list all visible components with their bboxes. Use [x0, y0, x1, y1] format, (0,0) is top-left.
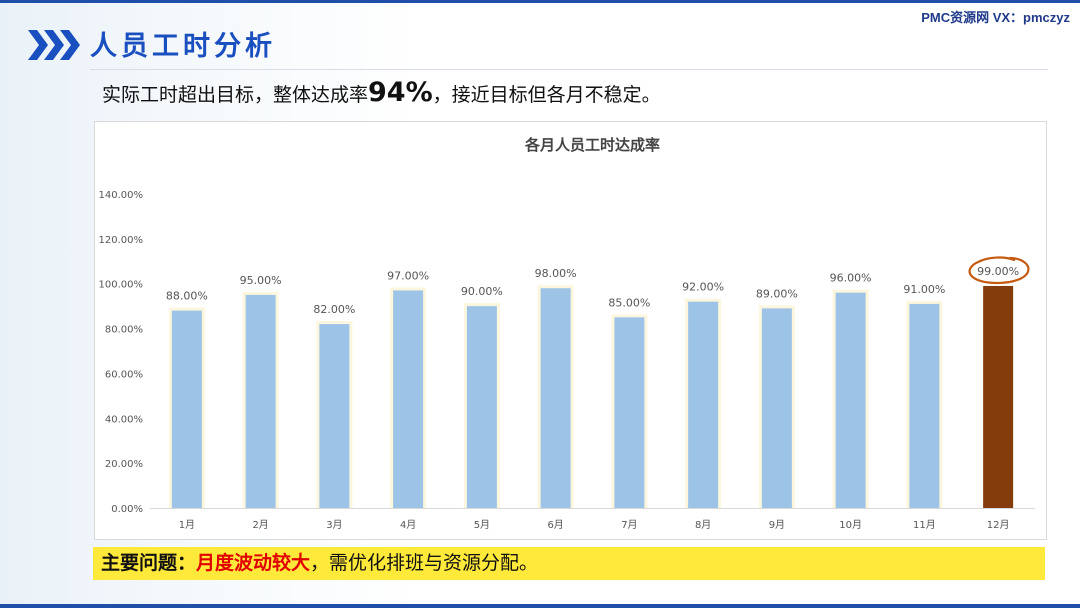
data-label: 97.00% — [387, 269, 429, 282]
x-tick-label: 6月 — [547, 519, 563, 531]
y-tick-label: 60.00% — [105, 369, 143, 380]
bar — [614, 317, 645, 508]
data-label: 99.00% — [977, 265, 1019, 278]
data-label: 92.00% — [682, 281, 724, 294]
page-title: 人员工时分析 — [90, 31, 276, 62]
highlight-circle-annotation — [968, 256, 1030, 285]
data-label: 85.00% — [608, 296, 650, 309]
bar — [466, 306, 497, 508]
data-label: 89.00% — [756, 287, 798, 300]
bar — [688, 301, 719, 508]
data-label: 90.00% — [461, 285, 503, 298]
x-tick-label: 1月 — [179, 519, 195, 531]
x-tick-label: 12月 — [987, 519, 1010, 531]
x-tick-label: 8月 — [695, 519, 711, 531]
bar — [319, 324, 350, 508]
x-tick-label: 5月 — [474, 519, 490, 531]
top-accent-bar — [0, 0, 1080, 3]
y-tick-label: 120.00% — [99, 235, 144, 246]
brand-text: PMC资源网 VX：pmczyz — [921, 10, 1070, 25]
x-tick-label: 11月 — [913, 519, 936, 531]
bar — [245, 294, 276, 508]
data-label: 91.00% — [903, 283, 945, 296]
bar — [761, 308, 792, 508]
chart-panel: 各月人员工时达成率 0.00% 20.00% 40.00% 60.00% 80.00% 10… — [94, 121, 1047, 540]
y-tick-label: 0.00% — [111, 504, 143, 515]
bar — [393, 290, 424, 508]
data-label: 82.00% — [313, 303, 355, 316]
x-tick-label: 4月 — [400, 519, 416, 531]
y-tick-label: 100.00% — [99, 280, 144, 291]
x-tick-label: 10月 — [839, 519, 862, 531]
data-label: 88.00% — [166, 290, 208, 303]
problem-highlight: 月度波动较大 — [196, 552, 311, 574]
x-tick-label: 2月 — [252, 519, 268, 531]
data-label: 96.00% — [830, 272, 872, 285]
y-tick-label: 40.00% — [105, 414, 143, 425]
summary-tail: ，接近目标但各月不稳定。 — [432, 84, 661, 106]
x-tick-label: 9月 — [769, 519, 785, 531]
bar-chart: 各月人员工时达成率 0.00% 20.00% 40.00% 60.00% 80.00% 10… — [99, 136, 1035, 531]
problem-lead: 主要问题： — [101, 552, 197, 574]
x-tick-label: 3月 — [326, 519, 342, 531]
y-tick-label: 140.00% — [99, 190, 144, 201]
y-tick-label: 80.00% — [105, 325, 143, 336]
problem-rest: ，需优化排班与资源分配。 — [310, 552, 539, 574]
x-tick-label: 7月 — [621, 519, 637, 531]
bar — [171, 310, 202, 508]
bottom-accent-bar — [0, 604, 1080, 608]
chart-title: 各月人员工时达成率 — [524, 136, 660, 154]
summary-line: 实际工时超出目标，整体达成率94%，接近目标但各月不稳定。 — [102, 77, 661, 108]
problem-banner: 主要问题：月度波动较大，需优化排班与资源分配。 — [93, 547, 1045, 580]
data-label: 95.00% — [240, 274, 282, 287]
bar — [983, 285, 1014, 508]
bar — [835, 292, 866, 508]
summary-text: 实际工时超出目标，整体达成率 — [102, 84, 369, 106]
chevron-right-icon — [28, 30, 80, 60]
data-label: 98.00% — [535, 267, 577, 280]
overall-rate: 94% — [368, 77, 433, 108]
bar — [909, 303, 940, 508]
y-tick-label: 20.00% — [105, 459, 143, 470]
title-divider — [90, 69, 1048, 70]
bar — [540, 288, 571, 508]
